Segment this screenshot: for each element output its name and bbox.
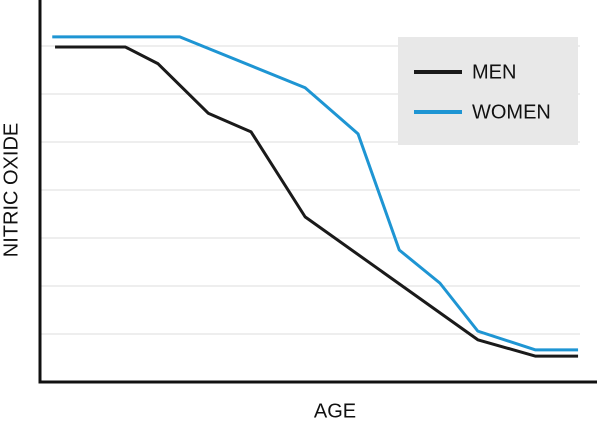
legend-label: MEN [472,61,516,83]
legend-label: WOMEN [472,101,551,123]
y-axis-label: NITRIC OXIDE [0,123,22,257]
x-axis-label: AGE [314,400,356,422]
line [55,45,579,358]
legend-box [398,37,578,145]
line [52,35,579,352]
